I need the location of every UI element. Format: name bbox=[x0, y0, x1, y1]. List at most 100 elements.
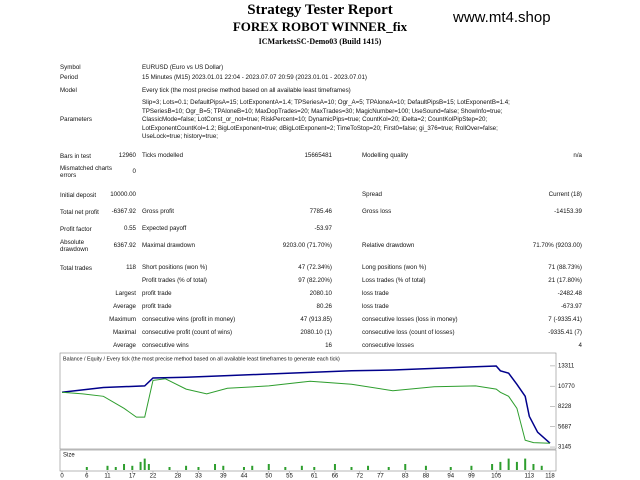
x-tick-label: 28 bbox=[174, 474, 181, 480]
site-url: www.mt4.shop bbox=[453, 9, 551, 26]
size-bar bbox=[85, 467, 88, 470]
stat-label: Loss trades (% of total) bbox=[362, 277, 426, 285]
x-tick-label: 94 bbox=[447, 474, 454, 480]
size-bar bbox=[515, 461, 518, 470]
stat-value: 15665481 bbox=[304, 152, 332, 160]
stat-label: Spread bbox=[362, 191, 382, 199]
x-tick-label: 33 bbox=[195, 474, 202, 480]
x-tick-label: 66 bbox=[332, 474, 339, 480]
stat-label: Total net profit bbox=[60, 208, 99, 216]
stat-value: 4 bbox=[578, 342, 582, 350]
size-bar bbox=[540, 465, 543, 470]
info-label: Model bbox=[60, 87, 77, 95]
balance-line bbox=[61, 365, 551, 444]
size-bar bbox=[214, 464, 217, 470]
report-title: Strategy Tester Report bbox=[247, 2, 393, 18]
stat-label: Profit factor bbox=[60, 225, 92, 233]
stat-label: Ticks modelled bbox=[142, 152, 184, 160]
info-value: TPSeriesB=10; Ogr_B=5; TPAloneB=10; MaxD… bbox=[142, 107, 503, 115]
stat-value: 2080.10 bbox=[309, 290, 332, 298]
stat-value: 71 (88.73%) bbox=[548, 264, 582, 272]
stat-label: Average bbox=[113, 342, 136, 350]
x-tick-label: 17 bbox=[129, 474, 136, 480]
stat-label: Absolute drawdown bbox=[60, 238, 89, 253]
size-bar bbox=[242, 467, 245, 470]
stat-value: 7785.46 bbox=[309, 208, 332, 216]
y-tick-label: 5687 bbox=[558, 424, 572, 430]
stat-value: -2482.48 bbox=[557, 290, 582, 298]
stat-value: 0 bbox=[132, 168, 136, 176]
stat-value: n/a bbox=[573, 152, 582, 160]
size-bar bbox=[333, 464, 336, 470]
size-bar bbox=[123, 464, 126, 470]
x-tick-label: 77 bbox=[377, 474, 384, 480]
info-value: 15 Minutes (M15) 2023.01.01 22:04 - 2023… bbox=[142, 74, 367, 82]
x-tick-label: 118 bbox=[545, 474, 555, 480]
x-tick-label: 99 bbox=[468, 474, 475, 480]
stat-label: Gross loss bbox=[362, 208, 392, 216]
size-bar bbox=[197, 467, 200, 470]
stat-label: loss trade bbox=[362, 290, 389, 298]
x-tick-label: 72 bbox=[356, 474, 363, 480]
stat-label: Initial deposit bbox=[60, 191, 97, 199]
stat-value: -14153.39 bbox=[554, 208, 582, 216]
size-bar bbox=[404, 464, 407, 470]
stat-value: 6367.92 bbox=[113, 242, 136, 250]
size-bar bbox=[131, 465, 134, 470]
info-value: ClassicMode=false; LotConst_or_not=true;… bbox=[142, 116, 488, 124]
size-bar bbox=[139, 461, 142, 470]
stat-value: 9203.00 (71.70%) bbox=[282, 242, 332, 250]
server-name: ICMarketsSC-Demo03 (Build 1415) bbox=[258, 37, 382, 46]
info-value: LotExponentCountKol=1.2; BigLotExponent=… bbox=[142, 124, 498, 132]
size-bar bbox=[251, 465, 254, 470]
y-tick-label: 13311 bbox=[558, 363, 575, 369]
size-bar bbox=[449, 467, 452, 470]
stat-label: Gross profit bbox=[142, 208, 174, 216]
stat-label: Maximum bbox=[109, 316, 136, 324]
x-tick-label: 113 bbox=[525, 474, 535, 480]
size-bar bbox=[524, 458, 527, 470]
x-tick-label: 39 bbox=[220, 474, 227, 480]
size-bar bbox=[491, 464, 494, 470]
stat-label: Bars in test bbox=[60, 152, 91, 160]
stat-value: 10000.00 bbox=[110, 191, 136, 199]
x-tick-label: 0 bbox=[60, 474, 64, 480]
x-tick-label: 11 bbox=[104, 474, 111, 480]
info-value: UseLock=true; history=true; bbox=[142, 132, 219, 140]
x-tick-label: 44 bbox=[241, 474, 248, 480]
stat-label: consecutive losses bbox=[362, 342, 414, 350]
stat-label: consecutive wins (profit in money) bbox=[142, 316, 236, 324]
size-bar bbox=[106, 465, 109, 470]
size-bar bbox=[147, 464, 150, 470]
stat-value: 16 bbox=[325, 342, 332, 350]
y-tick-label: 8228 bbox=[558, 404, 572, 410]
size-title: Size bbox=[63, 453, 75, 459]
size-frame bbox=[59, 449, 557, 472]
x-tick-label: 105 bbox=[491, 474, 502, 480]
size-bar bbox=[284, 467, 287, 470]
graph-title: Balance / Equity / Every tick (the most … bbox=[63, 356, 340, 362]
size-bar bbox=[222, 465, 225, 470]
stat-value: 47 (913.85) bbox=[300, 316, 332, 324]
stat-label: consecutive loss (count of losses) bbox=[362, 329, 455, 337]
stat-label: Largest bbox=[115, 290, 136, 298]
size-bar bbox=[499, 461, 502, 470]
stat-label: profit trade bbox=[142, 290, 172, 298]
stat-value: -673.97 bbox=[561, 303, 582, 311]
size-bar bbox=[143, 458, 146, 470]
report-subtitle: FOREX ROBOT WINNER_fix bbox=[232, 19, 408, 34]
size-bar bbox=[470, 465, 473, 470]
stat-label: Short positions (won %) bbox=[142, 264, 208, 272]
info-label: Symbol bbox=[60, 64, 81, 72]
x-tick-label: 6 bbox=[85, 474, 89, 480]
size-bar bbox=[350, 467, 353, 470]
stat-value: 2080.10 (1) bbox=[300, 329, 332, 337]
stat-label: Maximal drawdown bbox=[142, 242, 195, 250]
x-tick-label: 61 bbox=[311, 474, 318, 480]
info-label: Period bbox=[60, 74, 78, 82]
stat-value: 7 (-9335.41) bbox=[548, 316, 582, 324]
stat-label: Modelling quality bbox=[362, 152, 409, 160]
stat-label: consecutive wins bbox=[142, 342, 189, 350]
stat-label: profit trade bbox=[142, 303, 172, 311]
stat-label: Profit trades (% of total) bbox=[142, 277, 207, 285]
